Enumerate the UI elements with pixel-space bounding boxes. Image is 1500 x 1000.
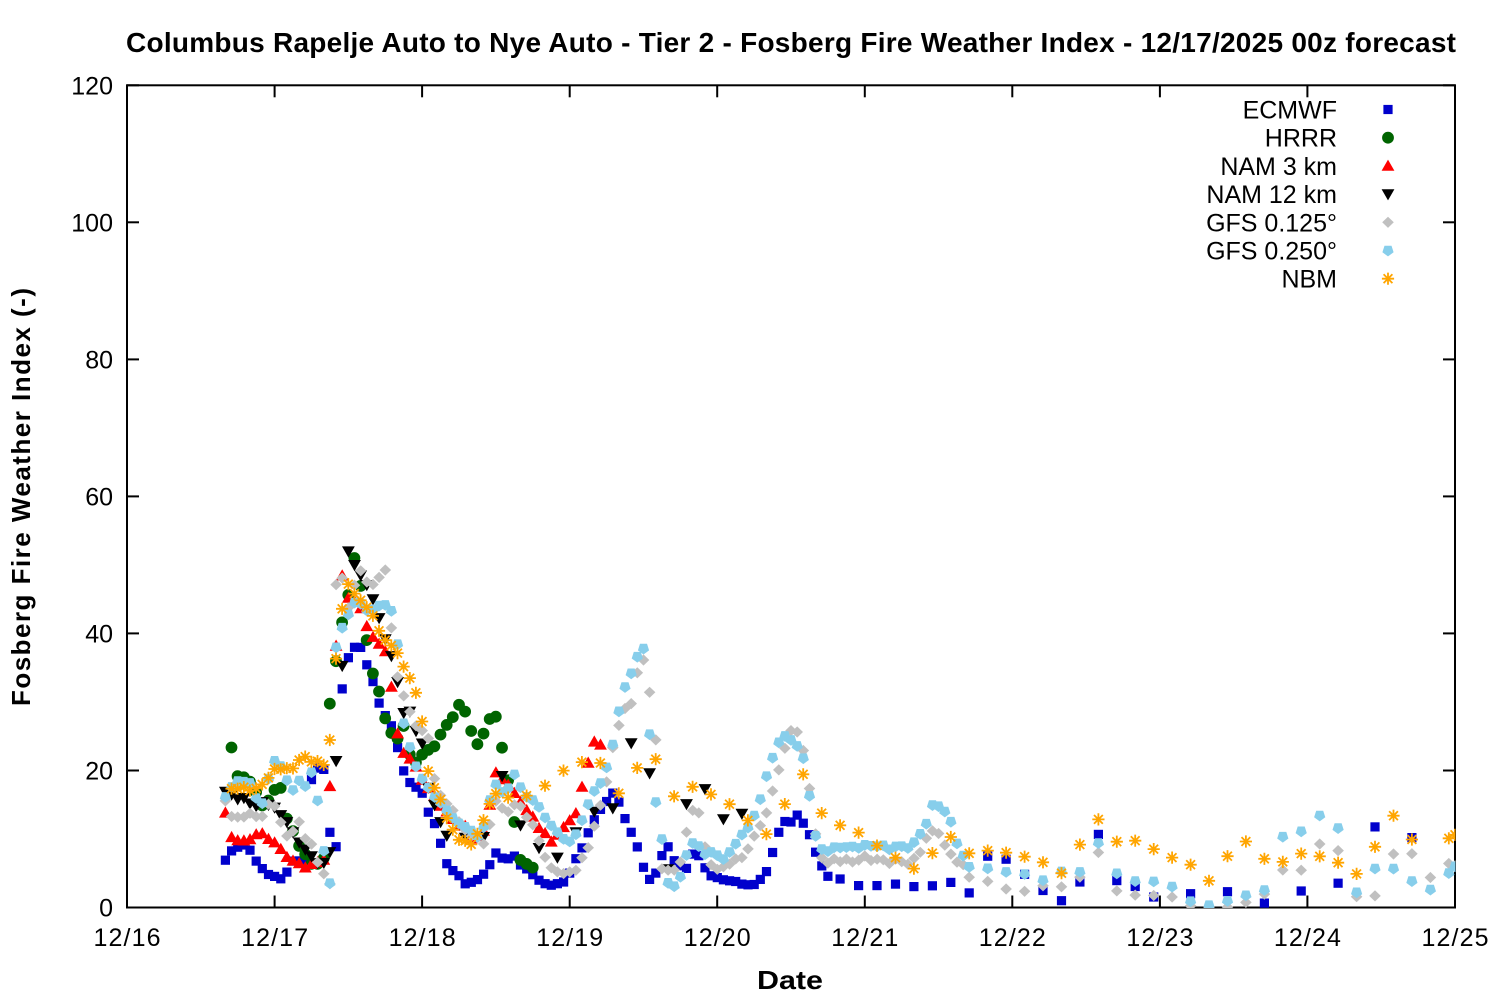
svg-text:12/22: 12/22 [979, 924, 1046, 952]
svg-text:NBM: NBM [1281, 266, 1337, 294]
svg-text:HRRR: HRRR [1265, 125, 1337, 153]
svg-text:60: 60 [85, 483, 113, 511]
svg-text:ECMWF: ECMWF [1243, 97, 1337, 125]
svg-text:Fosberg Fire Weather Index (-): Fosberg Fire Weather Index (-) [6, 288, 36, 706]
svg-text:GFS 0.250°: GFS 0.250° [1206, 238, 1337, 266]
svg-text:12/20: 12/20 [684, 924, 751, 952]
svg-text:40: 40 [85, 620, 113, 648]
svg-text:NAM 3 km: NAM 3 km [1220, 153, 1337, 181]
svg-text:Date: Date [757, 965, 823, 995]
svg-text:12/24: 12/24 [1274, 924, 1341, 952]
svg-text:Columbus Rapelje Auto to Nye A: Columbus Rapelje Auto to Nye Auto - Tier… [126, 27, 1456, 58]
svg-text:12/23: 12/23 [1126, 924, 1193, 952]
svg-text:GFS 0.125°: GFS 0.125° [1206, 209, 1337, 237]
svg-text:12/19: 12/19 [536, 924, 603, 952]
svg-text:12/25: 12/25 [1422, 924, 1489, 952]
svg-text:12/18: 12/18 [389, 924, 456, 952]
svg-text:12/17: 12/17 [241, 924, 308, 952]
svg-text:20: 20 [85, 758, 113, 786]
svg-text:100: 100 [71, 209, 113, 237]
svg-text:0: 0 [99, 895, 113, 923]
svg-text:NAM 12 km: NAM 12 km [1206, 181, 1337, 209]
svg-text:12/16: 12/16 [94, 924, 161, 952]
svg-text:80: 80 [85, 346, 113, 374]
svg-text:12/21: 12/21 [831, 924, 898, 952]
svg-text:120: 120 [71, 72, 113, 100]
